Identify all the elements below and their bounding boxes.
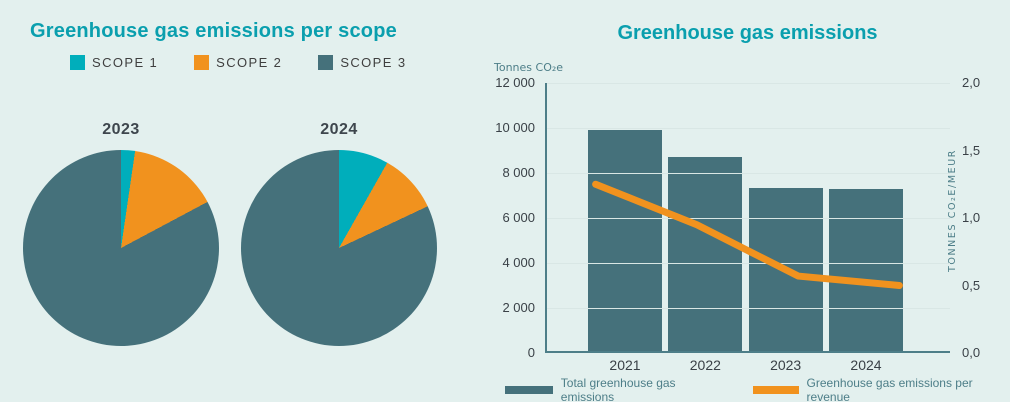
gridline-4000: [545, 263, 950, 264]
gridline-2000: [545, 308, 950, 309]
y-left-axis-title: Tonnes CO₂e: [494, 61, 564, 74]
gridline-8000: [545, 173, 950, 174]
y-left-tick-10 000: 10 000: [495, 120, 535, 135]
y-left-tick-6 000: 6 000: [502, 210, 535, 225]
combo-panel-title: Greenhouse gas emissions: [617, 22, 878, 44]
y-left-tick-4 000: 4 000: [502, 255, 535, 270]
pie-2023-year-label: 2023: [102, 121, 140, 138]
pie-2023: [23, 150, 219, 346]
gridline-10000: [545, 128, 950, 129]
combo-chart-plot: [545, 83, 950, 353]
pie-2024-year-label: 2024: [320, 121, 358, 138]
y-left-tick-12 000: 12 000: [495, 75, 535, 90]
y-right-tick-2,0: 2,0: [962, 75, 981, 90]
y-right-tick-0,0: 0,0: [962, 345, 981, 360]
scope3-label: SCOPE 3: [340, 55, 407, 70]
legend-item-scope3: SCOPE 3: [318, 55, 406, 70]
gridline-6000: [545, 218, 950, 219]
y-right-tick-0,5: 0,5: [962, 277, 981, 293]
legend-item-total-emissions: Total greenhouse gas emissions: [505, 376, 725, 402]
total-emissions-bar-2021: [588, 130, 662, 353]
legend-item-scope2: SCOPE 2: [194, 55, 282, 70]
x-label-2022: 2022: [689, 357, 721, 373]
y-left-tick-0: 0: [527, 345, 535, 360]
line-series-label: Greenhouse gas emissions per revenue: [806, 376, 973, 402]
pie-2024: [241, 150, 437, 346]
x-label-2023: 2023: [770, 357, 802, 373]
x-label-2021: 2021: [609, 357, 641, 373]
emissions-per-revenue-line: [592, 180, 903, 289]
y-left-tick-2 000: 2 000: [502, 300, 535, 315]
y-right-tick-1,5: 1,5: [962, 142, 981, 158]
scope3-swatch: [318, 55, 334, 70]
legend-item-scope1: SCOPE 1: [70, 55, 158, 70]
scope-legend: SCOPE 1 SCOPE 2 SCOPE 3: [70, 55, 406, 70]
x-axis-line: [545, 351, 950, 353]
pie-panel-title: Greenhouse gas emissions per scope: [30, 20, 397, 42]
y-left-tick-8 000: 8 000: [502, 165, 535, 180]
gridline-12000: [545, 83, 950, 84]
total-emissions-bar-2024: [828, 188, 903, 353]
scope1-swatch: [70, 55, 85, 70]
bar-series-label: Total greenhouse gas emissions: [560, 376, 676, 402]
combo-legend: Total greenhouse gas emissions Greenhous…: [505, 376, 1010, 402]
y-axis-line: [545, 83, 547, 353]
bar-series-swatch: [505, 386, 553, 394]
scope1-label: SCOPE 1: [92, 55, 159, 70]
legend-item-emissions-per-revenue: Greenhouse gas emissions per revenue: [752, 376, 1010, 402]
x-label-2024: 2024: [850, 357, 882, 373]
total-emissions-bar-2022: [668, 157, 743, 353]
line-series-swatch: [752, 386, 799, 394]
scope2-label: SCOPE 2: [216, 55, 283, 70]
y-right-tick-1,0: 1,0: [962, 210, 981, 225]
scope2-swatch: [194, 55, 210, 70]
